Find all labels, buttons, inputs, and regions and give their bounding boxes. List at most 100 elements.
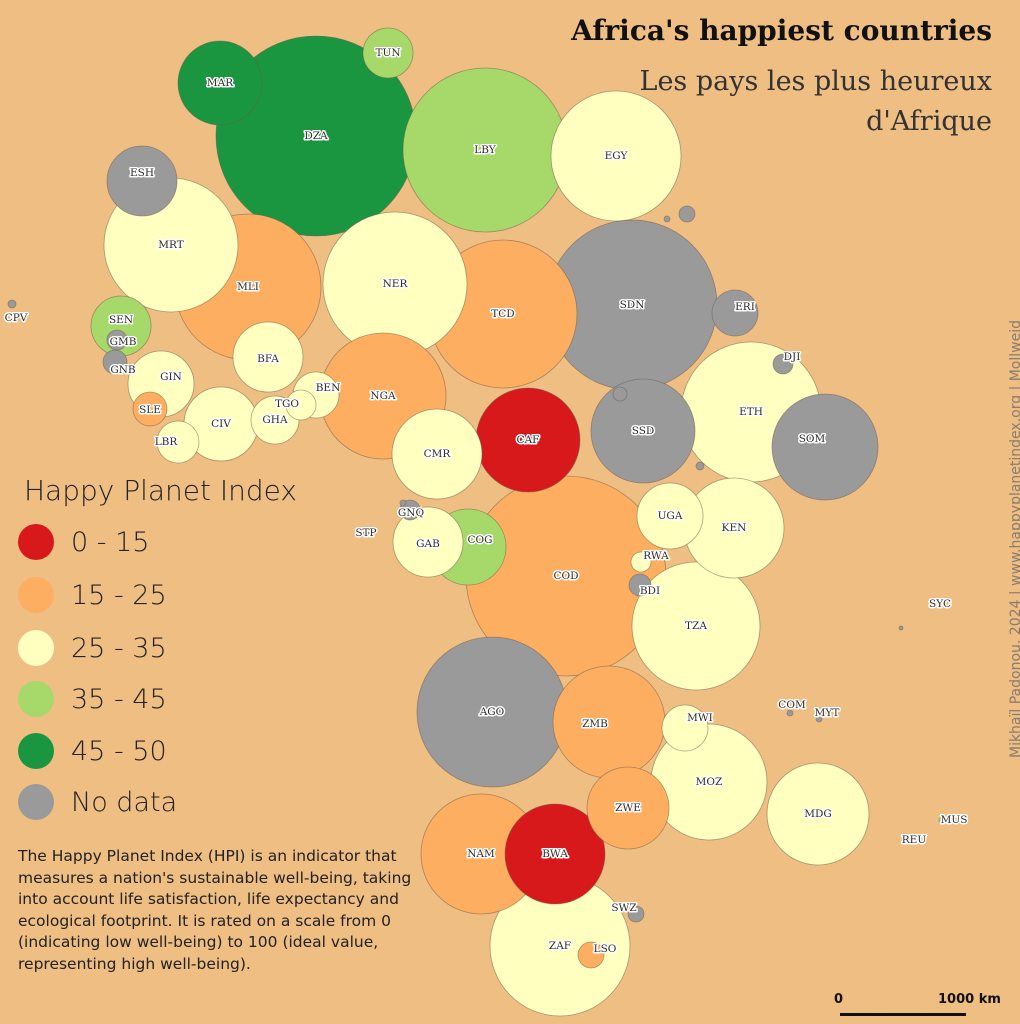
country-bubble-bwa: [504, 803, 606, 905]
country-label-caf: CAF: [517, 434, 540, 446]
country-bubble-tgo: [285, 389, 317, 421]
country-bubble-lso: [577, 941, 605, 969]
scale-bar: 0 1000 km: [832, 992, 1012, 1022]
country-label-gin: GIN: [160, 371, 182, 383]
legend-label: 25 - 35: [71, 632, 167, 664]
country-label-sen: SEN: [109, 314, 133, 326]
country-label-eri: ERI: [735, 301, 755, 313]
country-label-stp: STP: [355, 527, 376, 539]
country-bubble-stp: [362, 529, 370, 537]
country-bubble-zmb: [552, 665, 666, 779]
country-label-gmb: GMB: [110, 336, 137, 348]
country-bubble-som: [771, 393, 879, 501]
country-label-mli: MLI: [237, 281, 259, 293]
country-label-myt: MYT: [815, 707, 840, 719]
island-bubble: [663, 215, 671, 223]
country-bubble-cmr: [391, 408, 483, 500]
legend-label: No data: [71, 786, 178, 818]
island-bubble: [678, 205, 696, 223]
country-bubble-mus: [938, 816, 946, 824]
country-label-zwe: ZWE: [615, 802, 641, 814]
country-label-sdn: SDN: [620, 299, 645, 311]
legend-swatch-orange: [18, 577, 54, 613]
legend-item-45-50: 45 - 50: [18, 731, 167, 771]
country-label-syc: SYC: [929, 598, 951, 610]
country-bubble-mdg: [766, 762, 870, 866]
island-bubble: [399, 499, 407, 507]
country-label-cod: COD: [553, 570, 578, 582]
country-label-gnb: GNB: [110, 364, 136, 376]
legend-item-35-45: 35 - 45: [18, 679, 167, 719]
island-bubble: [612, 386, 628, 402]
country-label-zaf: ZAF: [549, 940, 571, 952]
country-label-mdg: MDG: [804, 808, 832, 820]
scale-line: [840, 1013, 966, 1016]
country-label-dji: DJI: [784, 351, 801, 363]
country-label-tza: TZA: [685, 620, 707, 632]
country-label-com: COM: [778, 699, 806, 711]
legend-label: 0 - 15: [71, 526, 150, 558]
country-bubble-dji: [772, 353, 794, 375]
country-label-lbr: LBR: [155, 436, 179, 448]
country-bubble-cpv: [7, 299, 17, 309]
country-label-bfa: BFA: [257, 353, 279, 365]
country-bubble-gmb: [106, 329, 128, 351]
country-bubble-sle: [132, 391, 168, 427]
map-title: Africa's happiest countries: [571, 14, 992, 47]
country-label-uga: UGA: [658, 510, 683, 522]
country-label-cpv: CPV: [5, 312, 28, 324]
country-label-dza: DZA: [304, 130, 328, 142]
legend-swatch-grey: [18, 784, 54, 820]
island-bubble: [695, 461, 705, 471]
legend-label: 35 - 45: [71, 683, 167, 715]
country-label-esh: ESH: [130, 167, 154, 179]
country-label-nga: NGA: [370, 390, 396, 402]
country-label-lby: LBY: [474, 144, 497, 156]
country-label-ben: BEN: [316, 382, 341, 394]
country-bubble-ssd: [590, 378, 696, 484]
country-label-mwi: MWI: [687, 712, 713, 724]
country-bubble-egy: [550, 90, 682, 222]
country-label-swz: SWZ: [611, 902, 636, 914]
country-label-cmr: CMR: [424, 448, 452, 460]
country-bubble-com: [786, 709, 794, 717]
country-label-ner: NER: [383, 278, 409, 290]
country-label-sle: SLE: [139, 404, 161, 416]
country-label-zmb: ZMB: [582, 718, 608, 730]
country-bubble-bdi: [628, 573, 652, 597]
country-label-tcd: TCD: [491, 308, 514, 320]
country-bubble-esh: [106, 145, 178, 217]
country-bubble-eri: [711, 289, 759, 337]
country-bubbles: [7, 27, 946, 1017]
country-label-civ: CIV: [211, 418, 231, 430]
country-label-egy: EGY: [605, 150, 629, 162]
legend-swatch-lightgreen: [18, 681, 54, 717]
country-bubble-bfa: [232, 321, 304, 393]
legend-item-0-15: 0 - 15: [18, 522, 149, 562]
country-label-ssd: SSD: [632, 425, 655, 437]
country-label-som: SOM: [799, 433, 826, 445]
map-subtitle: Les pays les plus heureux d'Afrique: [639, 66, 992, 137]
country-label-bdi: BDI: [640, 585, 660, 597]
country-label-mar: MAR: [207, 77, 234, 89]
legend-swatch-green: [18, 733, 54, 769]
country-bubble-swz: [627, 905, 645, 923]
country-label-tun: TUN: [375, 47, 400, 59]
country-bubble-zwe: [586, 766, 670, 850]
country-bubble-gab: [392, 506, 464, 578]
hpi-description: The Happy Planet Index (HPI) is an indic…: [18, 847, 412, 973]
country-label-gab: GAB: [416, 538, 440, 550]
country-label-mrt: MRT: [158, 239, 183, 251]
country-bubble-lbr: [156, 420, 200, 464]
country-label-gha: GHA: [262, 414, 288, 426]
country-label-ken: KEN: [722, 522, 747, 534]
country-bubble-reu: [909, 836, 917, 844]
country-labels: DZA MAR TUN LBY EGY ESH MRT MLI NER TCD SDN ERI CPV S…: [3, 46, 969, 957]
country-label-bwa: BWA: [542, 848, 568, 860]
country-label-moz: MOZ: [696, 776, 723, 788]
country-bubble-myt: [815, 715, 823, 723]
country-label-nam: NAM: [467, 848, 495, 860]
scale-start-label: 0: [834, 992, 844, 1007]
country-label-ago: AGO: [479, 706, 505, 718]
